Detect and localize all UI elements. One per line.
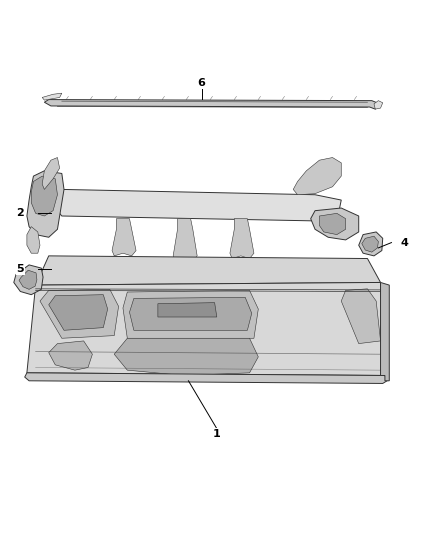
Polygon shape bbox=[230, 219, 254, 259]
Polygon shape bbox=[53, 189, 341, 221]
Polygon shape bbox=[319, 213, 346, 235]
Polygon shape bbox=[158, 303, 217, 317]
Polygon shape bbox=[381, 282, 389, 381]
Polygon shape bbox=[311, 208, 359, 240]
Polygon shape bbox=[359, 232, 383, 256]
Polygon shape bbox=[42, 93, 62, 100]
Polygon shape bbox=[27, 282, 385, 375]
Polygon shape bbox=[44, 100, 378, 109]
Polygon shape bbox=[130, 297, 252, 330]
Polygon shape bbox=[40, 289, 119, 338]
Polygon shape bbox=[27, 171, 64, 237]
Polygon shape bbox=[362, 236, 378, 252]
Polygon shape bbox=[14, 265, 43, 295]
Polygon shape bbox=[19, 270, 37, 289]
Polygon shape bbox=[112, 219, 136, 256]
Polygon shape bbox=[341, 289, 381, 344]
Text: 2: 2 bbox=[17, 208, 24, 219]
Polygon shape bbox=[293, 158, 341, 195]
Polygon shape bbox=[114, 338, 258, 375]
Polygon shape bbox=[31, 176, 57, 216]
Polygon shape bbox=[374, 101, 383, 109]
Polygon shape bbox=[42, 158, 60, 189]
Polygon shape bbox=[173, 219, 197, 261]
Polygon shape bbox=[123, 290, 258, 338]
Text: 1: 1 bbox=[213, 429, 221, 439]
Polygon shape bbox=[35, 256, 381, 285]
Polygon shape bbox=[49, 295, 108, 330]
Polygon shape bbox=[25, 373, 387, 383]
Text: 5: 5 bbox=[17, 264, 24, 274]
Polygon shape bbox=[27, 227, 40, 253]
Polygon shape bbox=[49, 341, 92, 370]
Text: 4: 4 bbox=[401, 238, 409, 247]
Text: 6: 6 bbox=[198, 78, 205, 88]
